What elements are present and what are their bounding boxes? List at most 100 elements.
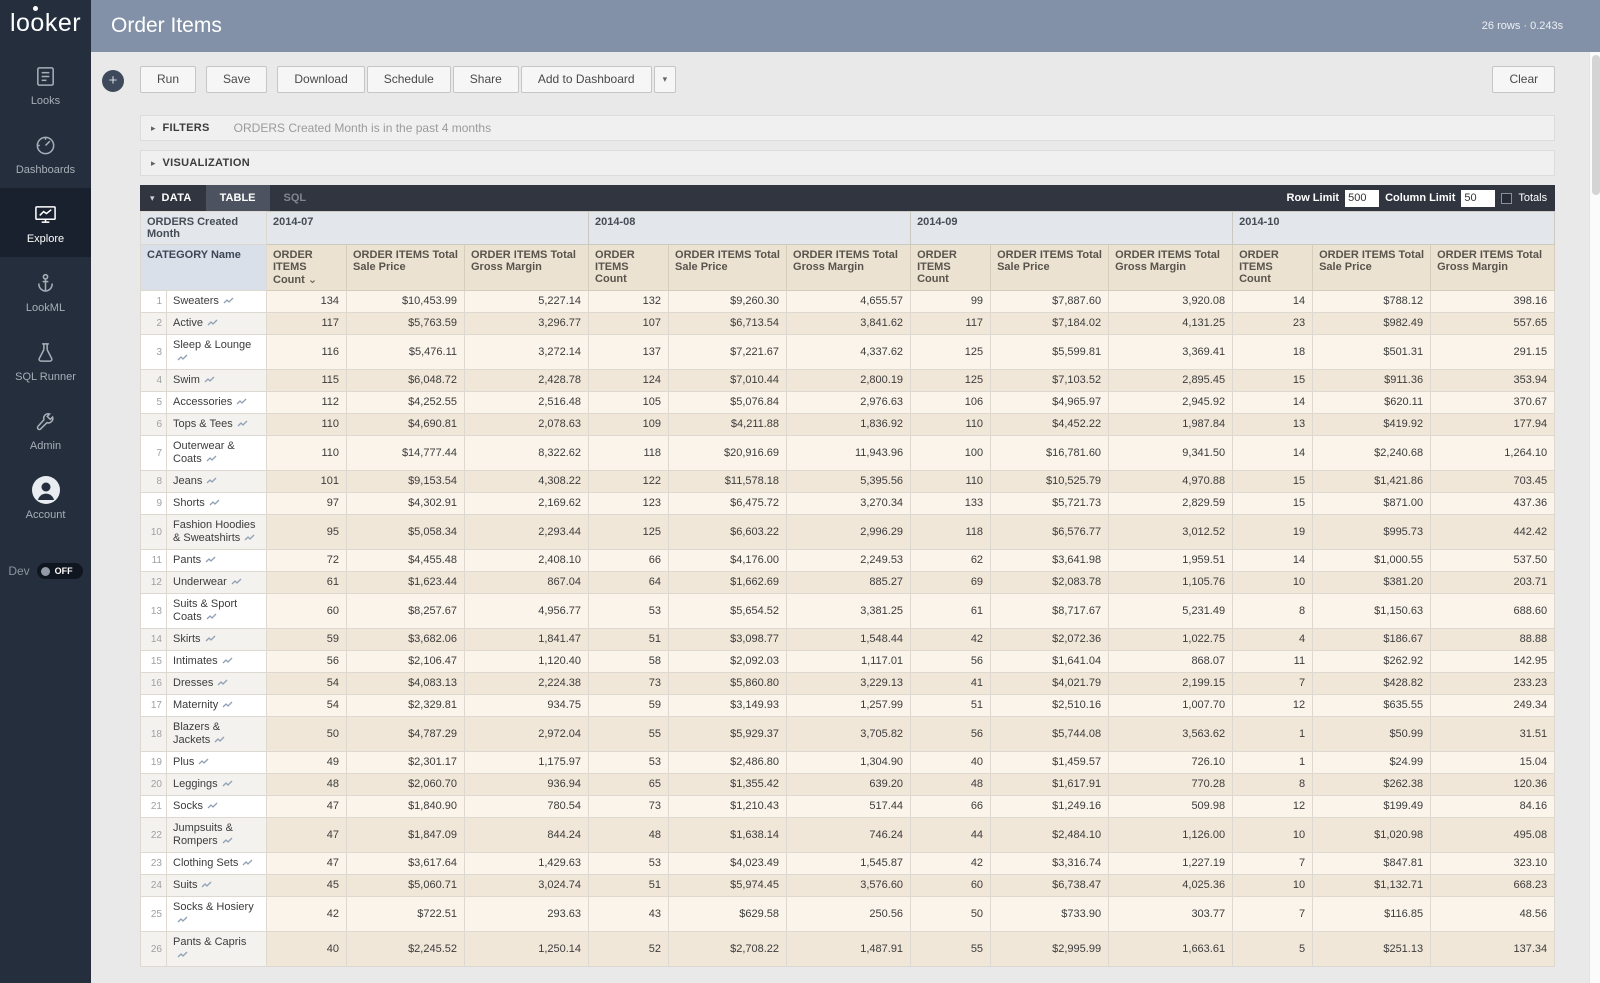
measure-cell[interactable]: $1,847.09: [346, 817, 465, 853]
measure-cell[interactable]: 110: [910, 413, 992, 436]
measure-cell[interactable]: 120.36: [1430, 773, 1556, 796]
measure-cell[interactable]: 370.67: [1430, 391, 1556, 414]
measure-cell[interactable]: 442.42: [1430, 514, 1556, 550]
pivot-value-header[interactable]: 2014-08: [588, 211, 912, 245]
measure-cell[interactable]: 868.07: [1108, 650, 1234, 673]
category-cell[interactable]: Accessories: [166, 391, 267, 414]
measure-cell[interactable]: 1,987.84: [1108, 413, 1234, 436]
pivot-value-header[interactable]: 2014-09: [910, 211, 1234, 245]
measure-cell[interactable]: 73: [588, 672, 670, 695]
measure-cell[interactable]: $3,316.74: [990, 852, 1110, 875]
measure-cell[interactable]: $2,329.81: [346, 694, 465, 717]
measure-cell[interactable]: 53: [588, 852, 670, 875]
measure-cell[interactable]: $2,708.22: [668, 931, 788, 967]
measure-cell[interactable]: $982.49: [1312, 312, 1432, 335]
measure-cell[interactable]: 9,341.50: [1108, 435, 1234, 471]
category-cell[interactable]: Maternity: [166, 694, 267, 717]
measure-cell[interactable]: $50.99: [1312, 716, 1432, 752]
measure-cell[interactable]: 60: [266, 593, 347, 629]
measure-cell[interactable]: $2,995.99: [990, 931, 1110, 967]
measure-cell[interactable]: 19: [1232, 514, 1314, 550]
measure-cell[interactable]: $4,302.91: [346, 492, 465, 515]
measure-cell[interactable]: 1,429.63: [463, 852, 590, 875]
measure-cell[interactable]: 323.10: [1430, 852, 1556, 875]
measure-cell[interactable]: 42: [910, 852, 992, 875]
measure-cell[interactable]: $1,638.14: [668, 817, 788, 853]
measure-cell[interactable]: $8,257.67: [346, 593, 465, 629]
measure-cell[interactable]: $1,662.69: [668, 571, 788, 594]
measure-cell[interactable]: $11,578.18: [668, 470, 788, 493]
measure-cell[interactable]: $6,738.47: [990, 874, 1110, 897]
measure-cell[interactable]: $199.49: [1312, 795, 1432, 818]
measure-cell[interactable]: 437.36: [1430, 492, 1556, 515]
measure-cell[interactable]: 44: [910, 817, 992, 853]
category-cell[interactable]: Blazers & Jackets: [166, 716, 267, 752]
measure-cell[interactable]: $5,763.59: [346, 312, 465, 335]
measure-cell[interactable]: $1,249.16: [990, 795, 1110, 818]
measure-cell[interactable]: $1,132.71: [1312, 874, 1432, 897]
measure-cell[interactable]: $7,184.02: [990, 312, 1110, 335]
measure-cell[interactable]: 249.34: [1430, 694, 1556, 717]
measure-cell[interactable]: 65: [588, 773, 670, 796]
measure-cell[interactable]: 49: [266, 751, 347, 774]
measure-cell[interactable]: $4,021.79: [990, 672, 1110, 695]
category-cell[interactable]: Dresses: [166, 672, 267, 695]
measure-cell[interactable]: 10: [1232, 571, 1314, 594]
measure-cell[interactable]: 12: [1232, 795, 1314, 818]
measure-cell[interactable]: 203.71: [1430, 571, 1556, 594]
measure-cell[interactable]: $4,455.48: [346, 549, 465, 572]
measure-cell[interactable]: 2,516.48: [463, 391, 590, 414]
measure-cell[interactable]: $5,744.08: [990, 716, 1110, 752]
schedule-button[interactable]: Schedule: [366, 65, 451, 93]
measure-cell[interactable]: $6,475.72: [668, 492, 788, 515]
measure-cell[interactable]: 117: [266, 312, 347, 335]
measure-cell[interactable]: 4,956.77: [463, 593, 590, 629]
download-button[interactable]: Download: [277, 65, 365, 93]
measure-cell[interactable]: 353.94: [1430, 369, 1556, 392]
measure-header[interactable]: ORDER ITEMS Total Gross Margin: [786, 244, 912, 291]
measure-cell[interactable]: 101: [266, 470, 347, 493]
measure-cell[interactable]: 52: [588, 931, 670, 967]
measure-cell[interactable]: 4,655.57: [786, 290, 912, 313]
measure-cell[interactable]: 122: [588, 470, 670, 493]
dimension-header[interactable]: CATEGORY Name: [140, 244, 267, 291]
measure-cell[interactable]: 885.27: [786, 571, 912, 594]
measure-cell[interactable]: 3,272.14: [463, 334, 590, 370]
measure-cell[interactable]: $1,459.57: [990, 751, 1110, 774]
sidebar-item-explore[interactable]: Explore: [0, 188, 91, 257]
measure-cell[interactable]: 4: [1232, 628, 1314, 651]
category-cell[interactable]: Jumpsuits & Rompers: [166, 817, 267, 853]
measure-cell[interactable]: 934.75: [463, 694, 590, 717]
measure-cell[interactable]: 2,408.10: [463, 549, 590, 572]
measure-cell[interactable]: $995.73: [1312, 514, 1432, 550]
sidebar-item-lookml[interactable]: LookML: [0, 257, 91, 326]
measure-cell[interactable]: 110: [266, 413, 347, 436]
measure-cell[interactable]: 48: [910, 773, 992, 796]
category-cell[interactable]: Suits: [166, 874, 267, 897]
measure-cell[interactable]: 50: [910, 896, 992, 932]
measure-cell[interactable]: $3,098.77: [668, 628, 788, 651]
measure-cell[interactable]: 53: [588, 593, 670, 629]
measure-cell[interactable]: $251.13: [1312, 931, 1432, 967]
measure-cell[interactable]: 18: [1232, 334, 1314, 370]
measure-cell[interactable]: 14: [1232, 290, 1314, 313]
measure-cell[interactable]: $2,072.36: [990, 628, 1110, 651]
column-limit-input[interactable]: [1461, 189, 1496, 207]
sidebar-item-admin[interactable]: Admin: [0, 395, 91, 464]
measure-cell[interactable]: 55: [588, 716, 670, 752]
measure-cell[interactable]: $262.38: [1312, 773, 1432, 796]
measure-cell[interactable]: 60: [910, 874, 992, 897]
measure-cell[interactable]: 23: [1232, 312, 1314, 335]
category-cell[interactable]: Sweaters: [166, 290, 267, 313]
measure-cell[interactable]: 1,264.10: [1430, 435, 1556, 471]
measure-cell[interactable]: 73: [588, 795, 670, 818]
measure-cell[interactable]: $1,000.55: [1312, 549, 1432, 572]
measure-cell[interactable]: $8,717.67: [990, 593, 1110, 629]
measure-cell[interactable]: $911.36: [1312, 369, 1432, 392]
pivot-value-header[interactable]: 2014-07: [265, 211, 590, 245]
measure-cell[interactable]: 84.16: [1430, 795, 1556, 818]
measure-cell[interactable]: 3,705.82: [786, 716, 912, 752]
expand-triangle-icon[interactable]: ▾: [150, 192, 155, 203]
measure-cell[interactable]: 2,199.15: [1108, 672, 1234, 695]
measure-cell[interactable]: 31.51: [1430, 716, 1556, 752]
